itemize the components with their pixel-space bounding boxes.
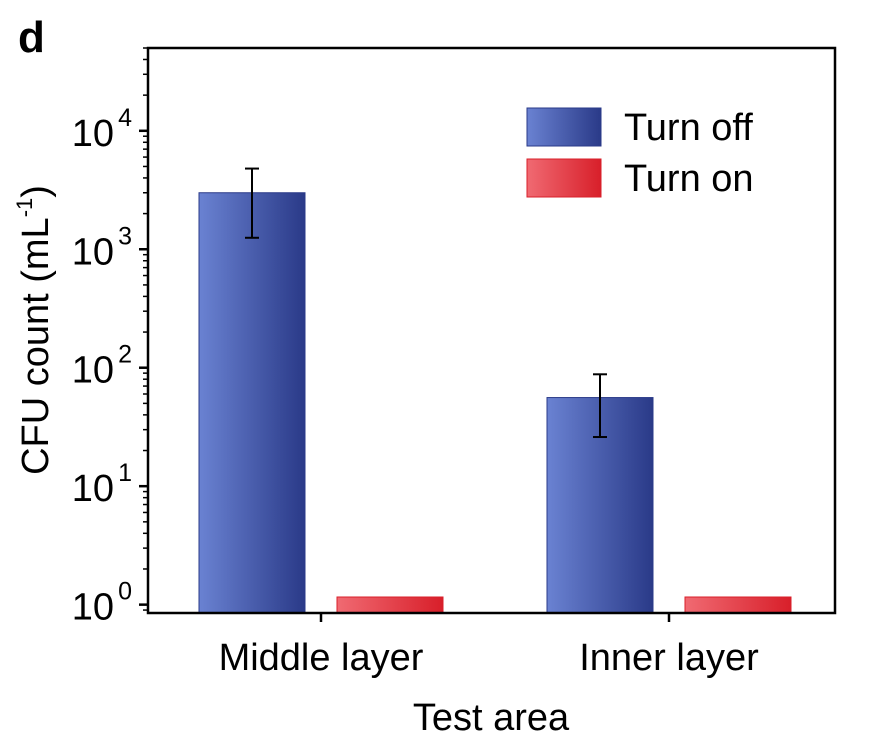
y-tick-label: 10: [72, 468, 114, 510]
y-tick-exponent: 3: [118, 222, 132, 250]
y-axis-label-main: CFU count (mL: [15, 217, 57, 475]
y-tick-label: 10: [72, 587, 114, 629]
y-axis-label-close: ): [15, 185, 57, 198]
y-tick-exponent: 2: [118, 341, 132, 369]
y-axis-label-sup: -1: [12, 198, 37, 218]
panel-label: d: [18, 13, 45, 62]
x-tick-label: Inner layer: [579, 637, 759, 679]
y-tick-exponent: 0: [118, 578, 132, 606]
bar-0-0: [198, 192, 306, 614]
bars: [198, 192, 792, 614]
y-tick-base: 10: [72, 231, 114, 273]
y-tick-base: 10: [72, 113, 114, 155]
legend-label: Turn on: [624, 158, 754, 200]
y-tick-label: 10: [72, 113, 114, 155]
x-tick-label: Middle layer: [219, 637, 424, 679]
y-tick-label: 10: [72, 231, 114, 273]
x-axis-label: Test area: [413, 697, 570, 739]
x-axis-tick-labels: Middle layer Inner layer: [219, 613, 759, 679]
plot-frame: [146, 46, 837, 615]
legend-swatch: [526, 158, 602, 198]
y-tick-base: 10: [72, 350, 114, 392]
y-tick-exponent: 4: [118, 104, 132, 132]
legend-swatch: [526, 107, 602, 147]
bar-1-1: [684, 596, 792, 614]
error-bars: [245, 167, 607, 439]
y-axis-label: CFU count (mL-1): [12, 185, 57, 475]
y-tick-exponent: 1: [118, 459, 132, 487]
y-tick-base: 10: [72, 587, 114, 629]
y-tick-label: 10: [72, 350, 114, 392]
y-tick-base: 10: [72, 468, 114, 510]
legend: Turn off Turn on: [526, 107, 754, 200]
legend-label: Turn off: [624, 107, 753, 149]
bar-0-1: [336, 596, 444, 614]
